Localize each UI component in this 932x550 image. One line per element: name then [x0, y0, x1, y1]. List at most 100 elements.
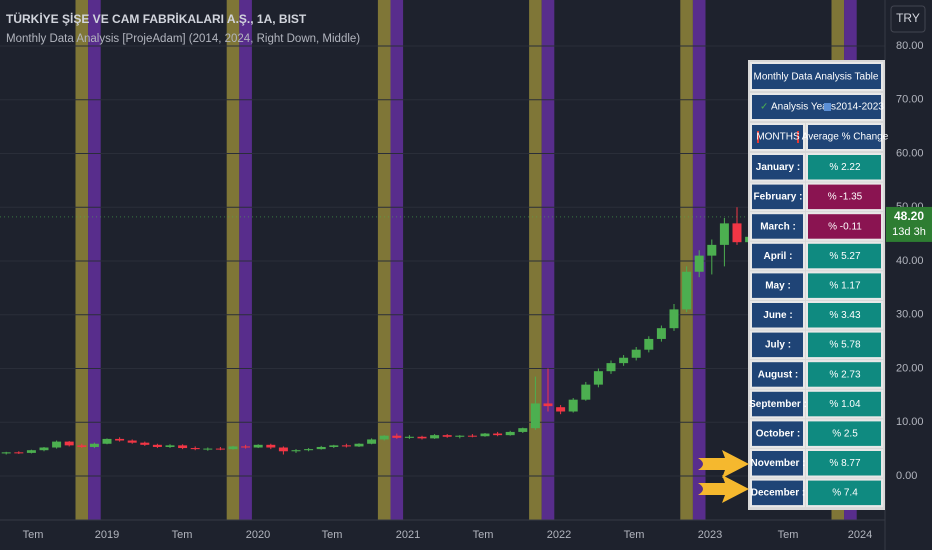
time-label: Tem [473, 529, 494, 541]
time-label: 2022 [547, 529, 571, 541]
candle-body [14, 452, 24, 454]
candle-body [266, 444, 276, 448]
candle-body [39, 447, 49, 451]
years-label: Analysis Years [771, 102, 836, 113]
candle-body [77, 445, 87, 447]
table-cell [750, 478, 805, 508]
candle-body [669, 309, 679, 329]
month-label: November : [750, 458, 805, 469]
month-label: December : [751, 488, 805, 499]
candle-body [165, 445, 175, 447]
month-label: January : [756, 162, 800, 173]
price-tick-label: 30.00 [896, 309, 924, 321]
time-label: Tem [624, 529, 645, 541]
candle-body [64, 441, 74, 446]
candle-body [140, 442, 150, 445]
table-cell [806, 123, 883, 151]
month-change: % 8.77 [829, 458, 861, 469]
candle-body [392, 435, 402, 438]
month-label: July : [765, 340, 791, 351]
table-cell [806, 449, 883, 478]
candle-body [215, 448, 225, 450]
candle-body [89, 443, 99, 447]
time-label: Tem [172, 529, 193, 541]
candle-body [304, 449, 314, 451]
table-cell [806, 271, 883, 300]
candle-body [417, 436, 427, 439]
col-header: MONTHS [756, 132, 800, 143]
candle-body [178, 445, 188, 449]
price-tick-label: 70.00 [896, 94, 924, 106]
candle-body [52, 441, 62, 448]
table-cell [806, 330, 883, 360]
month-label: April : [764, 251, 793, 262]
month-change: % 7.4 [832, 488, 858, 499]
table-cell [750, 93, 883, 121]
table-cell [750, 212, 805, 241]
candle-body [316, 446, 326, 450]
currency-button[interactable] [890, 5, 926, 33]
candle-body [694, 255, 704, 272]
candle-body [581, 384, 591, 400]
table-cell [750, 389, 805, 419]
candle-body [682, 271, 692, 310]
candle-body [606, 363, 616, 372]
month-change: % -1.35 [828, 192, 863, 203]
candle-body [26, 450, 36, 453]
month-label: August : [758, 369, 799, 380]
candle-body [241, 446, 251, 448]
price-tick-label: 60.00 [896, 147, 924, 159]
symbol-title: TÜRKİYE ŞİŞE VE CAM FABRİKALARI A.Ş., 1A… [6, 11, 307, 26]
table-cell [750, 123, 805, 151]
candle-body [228, 446, 238, 450]
candle-body [442, 435, 452, 437]
candle-body [152, 444, 162, 447]
november-band [226, 0, 240, 520]
price-badge-countdown: 13d 3h [892, 226, 926, 238]
candle-body [568, 399, 578, 412]
time-label: 2020 [246, 529, 270, 541]
table-cell [750, 182, 805, 212]
candle-body [354, 443, 364, 447]
candle-body [278, 447, 288, 452]
candle-body [1, 452, 11, 454]
time-label: Tem [322, 529, 343, 541]
table-cell [806, 212, 883, 241]
december-band [88, 0, 101, 520]
candle-body [644, 338, 654, 350]
time-label: 2024 [848, 529, 872, 541]
month-label: September : [749, 399, 807, 410]
table-cell [806, 182, 883, 212]
candle-body [656, 328, 666, 339]
currency-button-label[interactable]: TRY [896, 11, 920, 25]
candle-body [379, 435, 389, 440]
candle-body [707, 244, 717, 256]
candle-body [291, 450, 301, 452]
november-band [377, 0, 391, 520]
candle-body [455, 435, 465, 437]
month-change: % 2.5 [832, 429, 858, 440]
candle-body [631, 349, 641, 358]
price-badge-value: 48.20 [894, 209, 924, 223]
pointer-arrow [698, 475, 749, 503]
candle-body [102, 438, 112, 444]
candle-body [543, 403, 553, 407]
candle-body [518, 428, 528, 432]
table-cell [806, 478, 883, 508]
marker-icon [797, 131, 799, 143]
table-cell [750, 62, 883, 91]
table-title: Monthly Data Analysis Table [754, 72, 879, 83]
december-band [541, 0, 555, 520]
month-label: June : [763, 310, 792, 321]
price-tick-label: 10.00 [896, 416, 924, 428]
candle-body [530, 403, 540, 429]
table-cell [806, 419, 883, 448]
table-cell [806, 153, 883, 182]
table-cell [806, 360, 883, 389]
candle-body [203, 448, 213, 450]
candle-body [505, 431, 515, 436]
separator-icon [824, 103, 831, 111]
candle-body [190, 448, 200, 450]
indicator-label: Monthly Data Analysis [ProjeAdam] (2014,… [6, 33, 360, 45]
table-cell [750, 271, 805, 300]
